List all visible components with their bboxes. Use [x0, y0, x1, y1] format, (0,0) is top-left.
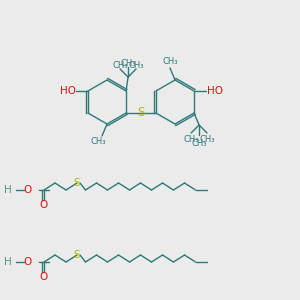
Text: H: H	[4, 257, 12, 267]
Text: O: O	[24, 257, 32, 267]
Text: CH₃: CH₃	[112, 61, 128, 70]
Text: CH₃: CH₃	[183, 136, 199, 145]
Text: CH₃: CH₃	[199, 136, 215, 145]
Text: CH₃: CH₃	[191, 139, 207, 148]
Text: HO: HO	[60, 86, 76, 96]
Text: O: O	[40, 272, 48, 282]
Text: CH₃: CH₃	[128, 61, 144, 70]
Text: S: S	[74, 250, 80, 260]
Text: CH₃: CH₃	[120, 58, 136, 68]
Text: O: O	[24, 185, 32, 195]
Text: S: S	[137, 106, 145, 119]
Text: CH₃: CH₃	[162, 58, 178, 67]
Text: S: S	[74, 178, 80, 188]
Text: O: O	[40, 200, 48, 210]
Text: HO: HO	[207, 86, 223, 96]
Text: CH₃: CH₃	[90, 137, 106, 146]
Text: H: H	[4, 185, 12, 195]
